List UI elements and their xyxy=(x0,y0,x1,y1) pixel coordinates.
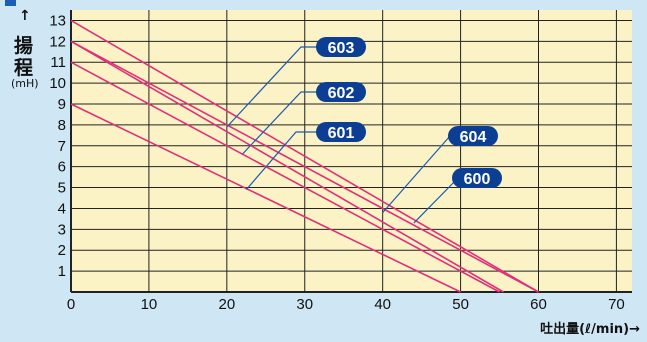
series-line-604 xyxy=(70,40,504,293)
series-line-602 xyxy=(70,61,500,293)
header-marker xyxy=(5,0,16,6)
series-line-600 xyxy=(70,40,539,293)
series-line-601 xyxy=(70,103,461,293)
y-tick-label: 1 xyxy=(58,263,66,280)
series-badge-604 xyxy=(448,126,498,146)
x-axis-label: 吐出量(ℓ/min)→ xyxy=(540,321,640,337)
y-tick-label: 3 xyxy=(58,221,66,238)
series-badge-text: 604 xyxy=(460,129,487,146)
series-badge-603 xyxy=(316,37,366,57)
series-badge-text: 603 xyxy=(328,40,355,57)
series-label-601: 601 xyxy=(316,122,366,142)
x-tick-label: 40 xyxy=(374,296,391,313)
y-axis-label-char-1: 揚 xyxy=(14,35,34,57)
leader-line-603 xyxy=(226,46,317,128)
y-tick-label: 12 xyxy=(49,33,66,50)
y-tick-label: 11 xyxy=(50,54,66,71)
y-axis-arrow: ↑ xyxy=(19,8,31,24)
y-tick-label: 9 xyxy=(58,96,66,113)
series-badge-text: 601 xyxy=(328,125,355,142)
x-tick-label: 0 xyxy=(67,296,75,313)
series-badge-602 xyxy=(316,82,366,102)
y-tick-label: 7 xyxy=(58,138,66,155)
series-label-604: 604 xyxy=(448,126,498,146)
series-badge-600 xyxy=(452,168,502,188)
y-tick-label: 5 xyxy=(58,180,66,197)
series-label-602: 602 xyxy=(316,82,366,102)
series-badge-text: 600 xyxy=(464,171,491,188)
series-label-603: 603 xyxy=(316,37,366,57)
leader-line-602 xyxy=(241,91,317,155)
x-tick-label: 70 xyxy=(608,296,625,313)
y-tick-label: 8 xyxy=(58,117,66,134)
leader-line-601 xyxy=(245,131,317,191)
x-tick-label: 60 xyxy=(530,296,547,313)
x-tick-label: 30 xyxy=(296,296,313,313)
x-tick-label: 10 xyxy=(141,296,158,313)
series-badge-601 xyxy=(316,122,366,142)
y-tick-label: 4 xyxy=(58,200,66,217)
y-axis-label-char-2: 程 xyxy=(14,57,34,79)
y-tick-label: 6 xyxy=(58,159,66,176)
y-tick-label: 2 xyxy=(58,242,66,259)
series-label-600: 600 xyxy=(452,168,502,188)
series-line-603 xyxy=(70,19,539,293)
y-axis-unit: (mH) xyxy=(11,77,39,90)
y-tick-label: 10 xyxy=(49,75,66,92)
series-badge-text: 602 xyxy=(328,85,355,102)
x-tick-label: 50 xyxy=(452,296,469,313)
x-tick-label: 20 xyxy=(218,296,235,313)
y-tick-label: 13 xyxy=(49,12,66,29)
